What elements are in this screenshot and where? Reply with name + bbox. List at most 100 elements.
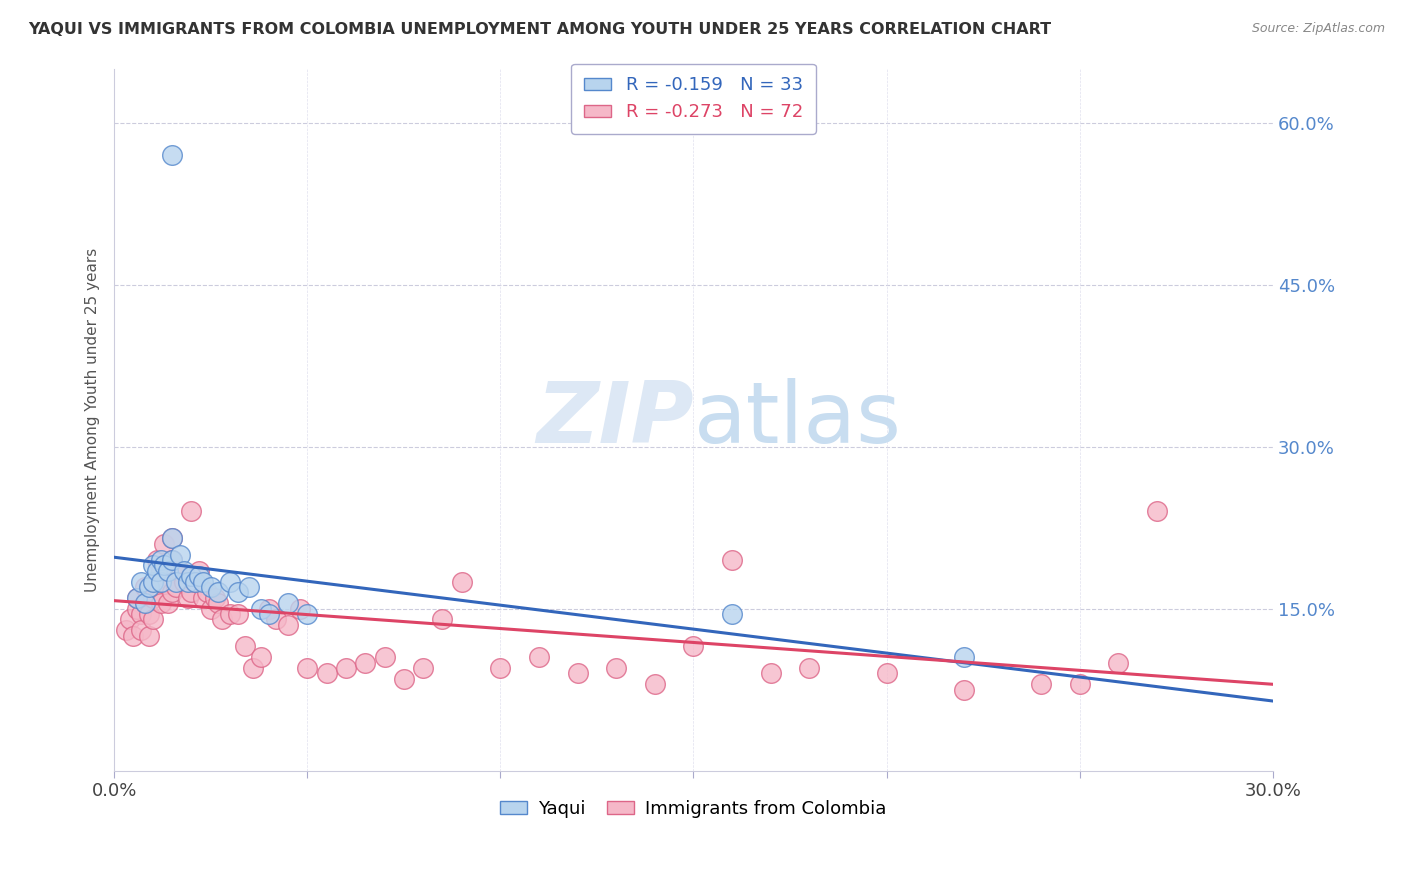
Point: [127, 591, 149, 605]
Point: [153, 537, 176, 551]
Point: [682, 640, 704, 654]
Point: [145, 553, 167, 567]
Point: [114, 624, 136, 638]
Point: [145, 564, 167, 578]
Point: [1069, 677, 1091, 691]
Point: [373, 650, 395, 665]
Point: [180, 569, 202, 583]
Point: [315, 666, 337, 681]
Point: [149, 574, 172, 589]
Point: [392, 672, 415, 686]
Point: [195, 585, 218, 599]
Point: [235, 640, 257, 654]
Point: [644, 677, 666, 691]
Point: [191, 591, 214, 605]
Point: [953, 650, 976, 665]
Point: [127, 601, 149, 615]
Point: [489, 661, 512, 675]
Point: [129, 624, 152, 638]
Point: [160, 148, 183, 162]
Point: [184, 574, 207, 589]
Point: [277, 596, 299, 610]
Point: [134, 580, 156, 594]
Point: [721, 607, 744, 621]
Point: [238, 580, 260, 594]
Point: [122, 629, 145, 643]
Point: [145, 574, 167, 589]
Point: [759, 666, 782, 681]
Point: [138, 607, 160, 621]
Point: [250, 601, 273, 615]
Point: [876, 666, 898, 681]
Point: [211, 612, 233, 626]
Point: [288, 601, 311, 615]
Point: [412, 661, 434, 675]
Point: [226, 585, 249, 599]
Point: [721, 553, 744, 567]
Point: [129, 574, 152, 589]
Point: [207, 585, 229, 599]
Point: [153, 558, 176, 573]
Point: [176, 574, 198, 589]
Point: [149, 596, 172, 610]
Point: [188, 564, 211, 578]
Point: [157, 596, 180, 610]
Point: [1146, 504, 1168, 518]
Point: [142, 574, 165, 589]
Point: [118, 612, 141, 626]
Point: [191, 574, 214, 589]
Point: [149, 553, 172, 567]
Text: atlas: atlas: [693, 378, 901, 461]
Point: [605, 661, 627, 675]
Y-axis label: Unemployment Among Youth under 25 years: Unemployment Among Youth under 25 years: [86, 247, 100, 591]
Point: [335, 661, 357, 675]
Point: [1107, 656, 1129, 670]
Point: [200, 580, 222, 594]
Point: [165, 564, 187, 578]
Point: [257, 607, 280, 621]
Point: [257, 601, 280, 615]
Point: [160, 532, 183, 546]
Point: [153, 574, 176, 589]
Text: Source: ZipAtlas.com: Source: ZipAtlas.com: [1251, 22, 1385, 36]
Point: [277, 618, 299, 632]
Point: [219, 574, 242, 589]
Point: [134, 596, 156, 610]
Point: [129, 607, 152, 621]
Point: [138, 580, 160, 594]
Point: [188, 569, 211, 583]
Point: [169, 564, 191, 578]
Point: [799, 661, 821, 675]
Point: [297, 661, 319, 675]
Point: [138, 629, 160, 643]
Point: [165, 574, 187, 589]
Point: [160, 553, 183, 567]
Point: [297, 607, 319, 621]
Point: [142, 612, 165, 626]
Point: [219, 607, 242, 621]
Point: [184, 574, 207, 589]
Point: [165, 580, 187, 594]
Point: [953, 682, 976, 697]
Point: [266, 612, 288, 626]
Point: [450, 574, 472, 589]
Point: [160, 532, 183, 546]
Point: [567, 666, 589, 681]
Point: [169, 548, 191, 562]
Point: [180, 585, 202, 599]
Point: [142, 558, 165, 573]
Point: [157, 564, 180, 578]
Point: [176, 591, 198, 605]
Point: [527, 650, 550, 665]
Point: [180, 504, 202, 518]
Text: YAQUI VS IMMIGRANTS FROM COLOMBIA UNEMPLOYMENT AMONG YOUTH UNDER 25 YEARS CORREL: YAQUI VS IMMIGRANTS FROM COLOMBIA UNEMPL…: [28, 22, 1052, 37]
Point: [160, 585, 183, 599]
Point: [160, 553, 183, 567]
Point: [432, 612, 454, 626]
Point: [200, 601, 222, 615]
Point: [242, 661, 264, 675]
Point: [127, 591, 149, 605]
Point: [173, 574, 195, 589]
Point: [1029, 677, 1052, 691]
Point: [207, 596, 229, 610]
